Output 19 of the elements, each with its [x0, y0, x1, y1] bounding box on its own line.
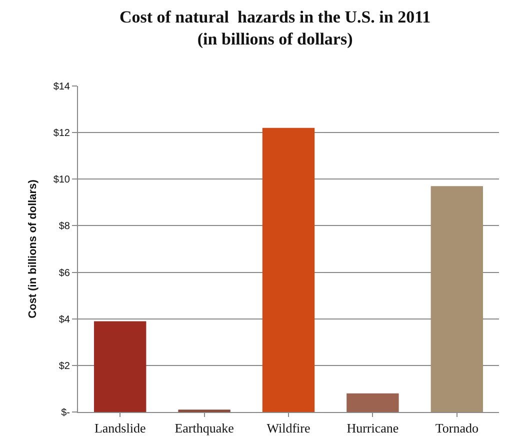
bar: [430, 186, 483, 412]
x-tick-label: Tornado: [435, 420, 478, 436]
x-tick-label: Hurricane: [346, 420, 399, 436]
y-tick-label: $2: [58, 360, 70, 372]
bar: [346, 393, 399, 412]
x-tick-label: Wildfire: [266, 420, 310, 436]
y-tick-label: $-: [61, 408, 70, 418]
y-tick-label: $6: [58, 268, 70, 279]
bar: [94, 321, 146, 412]
x-tick-label: Landslide: [94, 420, 146, 436]
y-tick-label: $14: [53, 82, 70, 92]
y-tick-label: $12: [53, 128, 70, 140]
x-tick-label: Earthquake: [174, 420, 234, 436]
bar: [262, 128, 315, 412]
y-tick-label: $4: [58, 314, 70, 326]
y-axis-title: Cost (in billions of dollars): [26, 179, 39, 318]
y-tick-label: $8: [58, 221, 70, 232]
chart-title: Cost of natural hazards in the U.S. in 2011 (in billions of dollars): [119, 7, 431, 48]
y-tick-label: $10: [53, 174, 70, 186]
